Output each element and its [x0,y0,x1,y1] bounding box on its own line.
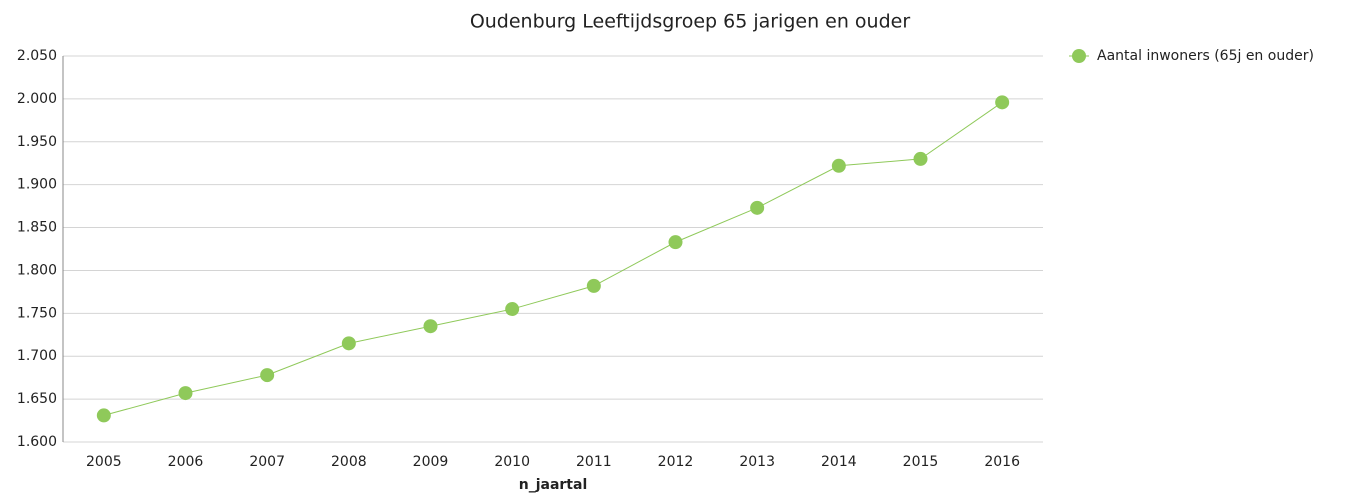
legend-marker [1072,49,1086,63]
legend-label: Aantal inwoners (65j en ouder) [1097,48,1314,64]
data-point [831,158,846,173]
x-tick-label: 2013 [739,454,775,470]
y-tick-label: 1.700 [17,348,57,364]
chart-title: Oudenburg Leeftijdsgroep 65 jarigen en o… [470,11,911,33]
data-point [260,368,275,383]
data-point [750,200,765,215]
y-tick-label: 1.600 [17,434,57,450]
data-point [668,235,683,250]
data-point [505,302,520,317]
y-tick-label: 1.800 [17,262,57,278]
y-tick-label: 1.950 [17,134,57,150]
data-point [423,319,438,334]
y-tick-label: 1.850 [17,220,57,236]
data-point [586,278,601,293]
data-point [96,408,111,423]
x-axis-title: n_jaartal [519,477,588,493]
y-tick-label: 1.750 [17,305,57,321]
x-tick-label: 2010 [494,454,530,470]
data-point [995,95,1010,110]
x-tick-label: 2008 [331,454,367,470]
x-tick-label: 2009 [413,454,449,470]
data-point [178,386,193,401]
data-point [341,336,356,351]
x-tick-label: 2007 [249,454,285,470]
data-point [913,151,928,166]
series-line [103,101,1003,416]
x-tick-label: 2011 [576,454,612,470]
x-tick-label: 2012 [658,454,694,470]
x-tick-label: 2006 [168,454,204,470]
x-tick-label: 2016 [984,454,1020,470]
x-tick-label: 2005 [86,454,122,470]
y-tick-label: 1.650 [17,391,57,407]
y-tick-label: 2.000 [17,91,57,107]
x-tick-label: 2015 [903,454,939,470]
y-tick-label: 1.900 [17,177,57,193]
y-tick-label: 2.050 [17,48,57,64]
x-tick-label: 2014 [821,454,857,470]
